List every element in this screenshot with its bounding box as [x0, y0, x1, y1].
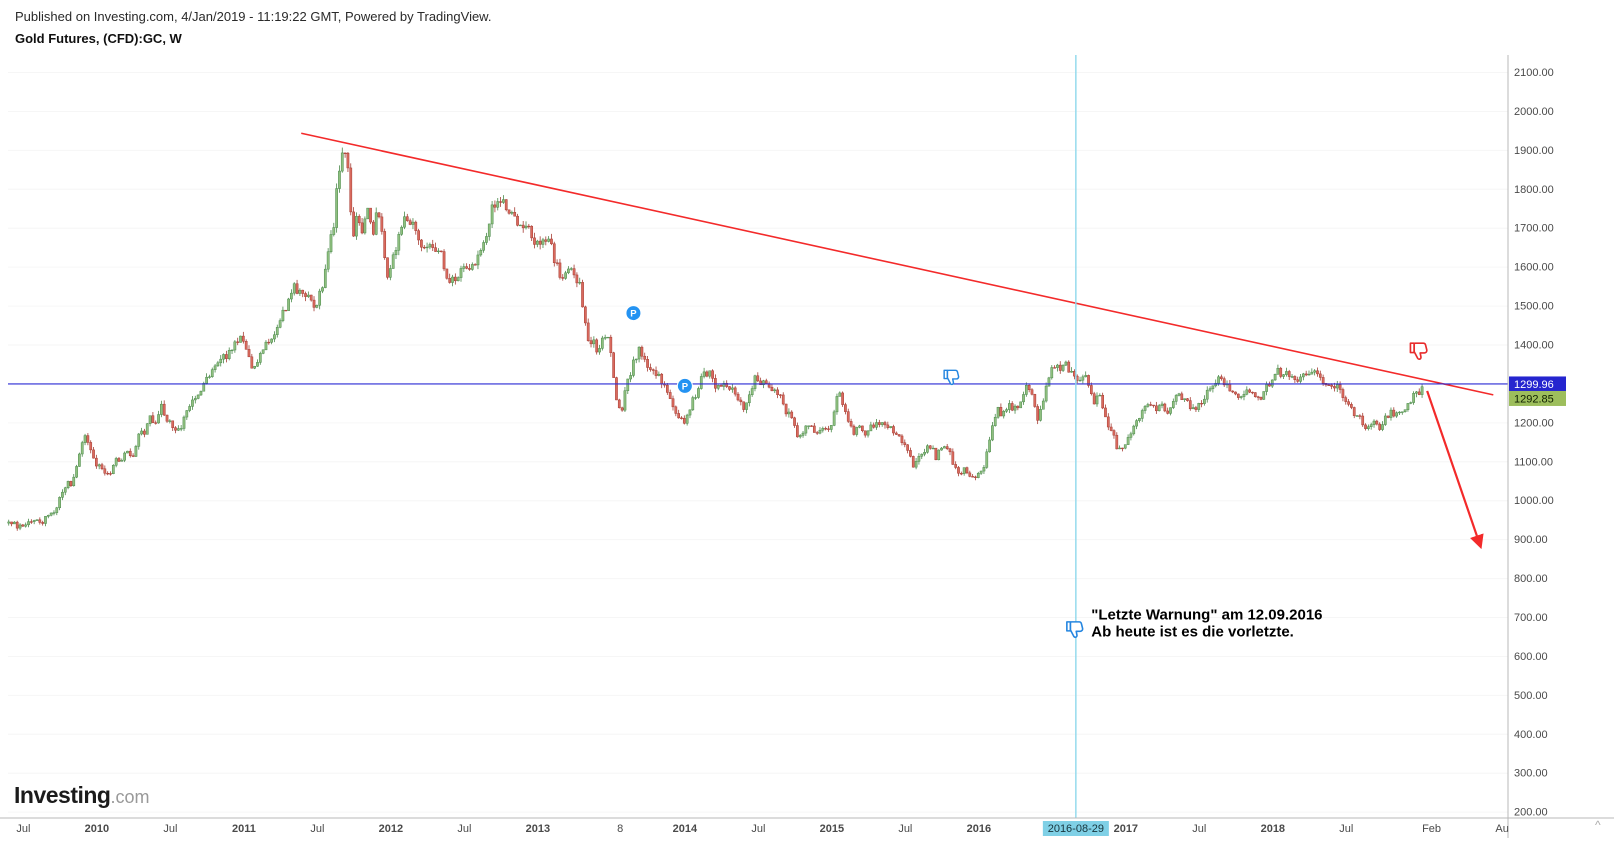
trend-line[interactable]	[301, 132, 1494, 396]
svg-text:2014: 2014	[673, 823, 698, 835]
svg-text:1500.00: 1500.00	[1514, 301, 1554, 313]
svg-text:Jul: Jul	[1192, 823, 1206, 835]
investing-logo-com: .com	[110, 787, 150, 807]
svg-text:2016-08-29: 2016-08-29	[1048, 823, 1104, 835]
thumb-down-icon[interactable]	[1066, 621, 1084, 639]
thumb-down-icon[interactable]	[943, 369, 960, 386]
svg-text:1292.85: 1292.85	[1514, 393, 1554, 405]
svg-text:P: P	[630, 309, 637, 320]
svg-text:Jul: Jul	[1339, 823, 1353, 835]
svg-text:Jul: Jul	[163, 823, 177, 835]
svg-text:Jul: Jul	[16, 823, 30, 835]
svg-text:2010: 2010	[85, 823, 109, 835]
svg-text:2011: 2011	[232, 823, 256, 835]
svg-text:1800.00: 1800.00	[1514, 184, 1554, 196]
investing-logo-main: Investing	[14, 782, 111, 808]
svg-text:1000.00: 1000.00	[1514, 495, 1554, 507]
svg-text:200.00: 200.00	[1514, 807, 1548, 819]
annotation-text[interactable]: "Letzte Warnung" am 12.09.2016 Ab heute i…	[1091, 606, 1322, 640]
published-idea-pin[interactable]: P	[676, 377, 693, 394]
svg-text:800.00: 800.00	[1514, 573, 1548, 585]
thumb-down-icon[interactable]	[1409, 342, 1428, 361]
svg-text:Jul: Jul	[310, 823, 324, 835]
svg-text:300.00: 300.00	[1514, 768, 1548, 780]
time-axis[interactable]: Jul 2010 Jul 2011 Jul 2012 Jul 2013 8 2014 Jul 2015…	[16, 821, 1509, 836]
svg-text:2100.00: 2100.00	[1514, 67, 1554, 79]
svg-text:2012: 2012	[379, 823, 403, 835]
grid-lines	[8, 72, 1508, 813]
svg-text:900.00: 900.00	[1514, 534, 1548, 546]
publish-info: Published on Investing.com, 4/Jan/2019 -…	[15, 9, 492, 24]
date-label-highlight	[1042, 821, 1109, 836]
svg-text:Feb: Feb	[1422, 823, 1441, 835]
axis-resize-icon[interactable]: ^	[1595, 818, 1601, 832]
svg-text:1900.00: 1900.00	[1514, 145, 1554, 157]
axes-borders	[0, 55, 1614, 838]
svg-text:1400.00: 1400.00	[1514, 340, 1554, 352]
published-idea-pin[interactable]: P	[625, 305, 642, 322]
candles-layer	[7, 147, 1424, 531]
svg-text:2016: 2016	[967, 823, 991, 835]
svg-text:2000.00: 2000.00	[1514, 106, 1554, 118]
svg-text:Au: Au	[1495, 823, 1508, 835]
chart-symbol-title: Gold Futures, (CFD):GC, W	[15, 31, 182, 46]
drawings-layer: P P "Letzte Warnung" am 12.09.2016 Ab heute…	[8, 55, 1508, 818]
price-line-label: 1299.96	[1509, 376, 1566, 392]
svg-text:Jul: Jul	[751, 823, 765, 835]
svg-text:2017: 2017	[1114, 823, 1138, 835]
svg-text:700.00: 700.00	[1514, 612, 1548, 624]
svg-text:1200.00: 1200.00	[1514, 417, 1554, 429]
svg-text:1600.00: 1600.00	[1514, 262, 1554, 274]
projection-arrow[interactable]	[1426, 390, 1484, 550]
investing-logo[interactable]: Investing.com	[14, 782, 149, 809]
svg-text:Jul: Jul	[898, 823, 912, 835]
svg-text:2013: 2013	[526, 823, 550, 835]
svg-text:1100.00: 1100.00	[1514, 456, 1553, 468]
svg-text:600.00: 600.00	[1514, 651, 1548, 663]
last-price-label: 1292.85	[1509, 390, 1566, 406]
svg-text:8: 8	[617, 823, 623, 835]
svg-text:Jul: Jul	[457, 823, 471, 835]
price-axis[interactable]: 2100.00 2000.00 1900.00 1800.00 1700.00 1600.…	[1514, 67, 1554, 819]
svg-text:1299.96: 1299.96	[1514, 379, 1554, 391]
svg-text:500.00: 500.00	[1514, 690, 1548, 702]
svg-text:400.00: 400.00	[1514, 729, 1548, 741]
svg-text:P: P	[682, 381, 689, 392]
svg-text:2015: 2015	[820, 823, 844, 835]
svg-text:2018: 2018	[1261, 823, 1285, 835]
svg-text:1700.00: 1700.00	[1514, 223, 1554, 235]
